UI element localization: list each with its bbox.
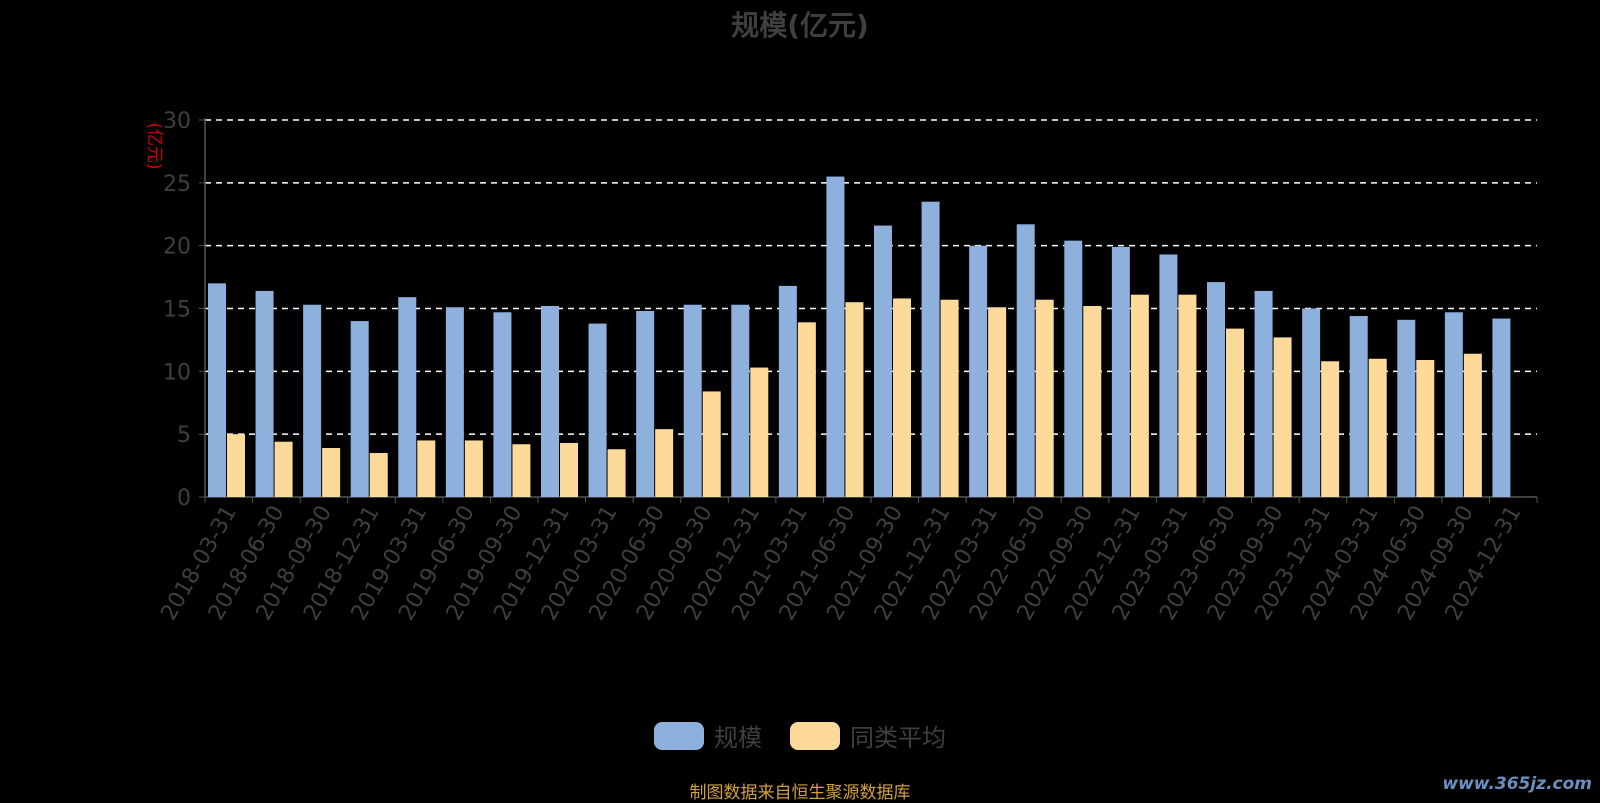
bar (988, 307, 1007, 497)
y-tick-label: 20 (163, 235, 191, 260)
bar (303, 304, 322, 497)
legend-item-average[interactable]: 同类平均 (790, 718, 946, 753)
bar (636, 311, 655, 497)
bar (560, 442, 578, 497)
bar (1368, 358, 1387, 497)
bar (1321, 361, 1340, 497)
watermark: www.365jz.com (1442, 774, 1592, 794)
bar (750, 367, 769, 497)
bar (445, 307, 464, 497)
bar (1064, 240, 1083, 497)
bar (845, 302, 864, 497)
bar (1130, 294, 1149, 497)
bar (1226, 328, 1244, 497)
legend-label-average: 同类平均 (850, 724, 946, 752)
bar (1444, 312, 1463, 497)
legend-swatch-average (790, 721, 840, 750)
bar (1016, 224, 1035, 497)
y-axis-title: (亿元) (144, 122, 164, 169)
bar (588, 323, 607, 497)
bar (1349, 316, 1368, 497)
bar (1083, 305, 1102, 497)
bar (1397, 319, 1416, 497)
bar (464, 440, 483, 497)
bar (1463, 353, 1482, 497)
legend-swatch-scale (654, 721, 704, 750)
bar (655, 429, 674, 497)
y-tick-label: 30 (163, 109, 191, 134)
bar (731, 304, 750, 497)
bar (1254, 290, 1273, 497)
bar (893, 298, 911, 497)
bar (398, 297, 417, 497)
bar (274, 441, 293, 497)
bar (797, 322, 816, 497)
bar (1178, 294, 1197, 497)
chart-title: 规模(亿元) (731, 9, 869, 42)
bar (322, 447, 341, 497)
bar (921, 201, 940, 497)
bar (1111, 246, 1130, 497)
legend-label-scale: 规模 (714, 724, 762, 752)
bars (208, 176, 1511, 498)
bar (778, 285, 797, 497)
y-tick-label: 15 (163, 298, 191, 323)
bar (541, 305, 559, 497)
bar (1302, 308, 1321, 497)
y-tick-label: 10 (163, 360, 191, 385)
source-note: 制图数据来自恒生聚源数据库 (689, 783, 911, 803)
grid-lines (205, 119, 1537, 435)
y-tick-label: 5 (177, 423, 191, 448)
bar (874, 225, 892, 497)
bar (1416, 360, 1435, 497)
bar (227, 434, 245, 497)
bar (1207, 282, 1225, 497)
bar (702, 391, 721, 497)
bar (940, 299, 959, 497)
y-tick-label: 25 (163, 172, 191, 197)
bar (826, 176, 845, 498)
bar (1273, 337, 1292, 497)
bar (969, 245, 988, 497)
bar (350, 321, 369, 497)
bar (208, 283, 226, 497)
bar (607, 449, 626, 497)
legend-item-scale[interactable]: 规模 (654, 718, 762, 753)
bar (683, 304, 702, 497)
bar (417, 440, 436, 497)
bar (369, 453, 388, 497)
bar (512, 444, 531, 497)
y-tick-label: 0 (177, 486, 191, 511)
bar (1159, 254, 1178, 497)
bar (1035, 299, 1054, 497)
bar (1492, 318, 1511, 497)
bar (255, 290, 274, 497)
bar (493, 312, 512, 497)
legend: 规模 同类平均 (0, 718, 1600, 753)
